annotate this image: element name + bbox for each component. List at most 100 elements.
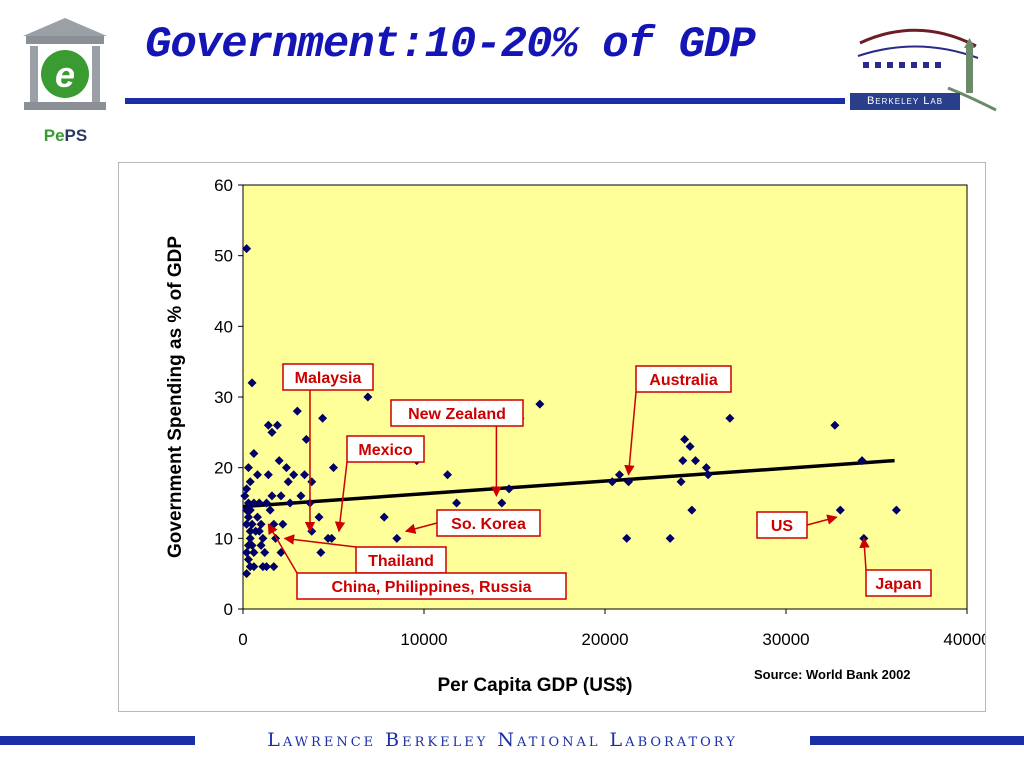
data-point bbox=[267, 427, 277, 437]
data-point bbox=[245, 505, 255, 515]
data-point bbox=[624, 477, 634, 487]
data-point bbox=[687, 505, 697, 515]
data-point bbox=[242, 519, 252, 529]
y-tick-label: 10 bbox=[214, 529, 233, 548]
data-point bbox=[252, 512, 262, 522]
x-axis-title: Per Capita GDP (US$) bbox=[438, 675, 633, 696]
data-point bbox=[262, 498, 272, 508]
annotation-label: Thailand bbox=[368, 553, 434, 570]
x-tick-label: 40000 bbox=[943, 630, 985, 649]
annotation-box bbox=[635, 365, 732, 393]
x-tick-label: 10000 bbox=[400, 630, 447, 649]
annotation-arrow bbox=[624, 391, 637, 476]
data-point bbox=[363, 392, 373, 402]
scatter-chart: 0 10 20 30 40 50 60 0 10000 20000 30000 40000 Per Ca… bbox=[165, 176, 985, 696]
annotation-box bbox=[282, 363, 374, 391]
source-note: Source: World Bank 2002 bbox=[754, 667, 911, 682]
data-point bbox=[392, 533, 402, 543]
footer-lab-name: Lawrence Berkeley National Laboratory bbox=[267, 729, 738, 751]
data-point bbox=[685, 441, 695, 451]
data-point bbox=[285, 498, 295, 508]
data-point bbox=[242, 547, 252, 557]
annotation-box bbox=[296, 572, 567, 600]
pepps-logo-text: PePS bbox=[43, 126, 88, 145]
data-point bbox=[249, 498, 259, 508]
slide-title: Government:10-20% of GDP bbox=[145, 20, 756, 70]
annotation-arrow bbox=[267, 523, 298, 574]
annotation-label: New Zealand bbox=[408, 406, 506, 423]
annotation-label: Australia bbox=[649, 372, 718, 389]
data-point bbox=[265, 505, 275, 515]
data-point bbox=[607, 477, 617, 487]
data-point bbox=[857, 456, 867, 466]
data-point bbox=[243, 512, 253, 522]
annotation-arrow bbox=[404, 522, 438, 534]
data-point bbox=[535, 399, 545, 409]
data-point bbox=[267, 491, 277, 501]
data-point bbox=[614, 470, 624, 480]
data-point bbox=[379, 512, 389, 522]
data-point bbox=[329, 463, 338, 473]
data-point bbox=[243, 498, 253, 508]
building-icon: e bbox=[23, 18, 107, 110]
plot-area bbox=[242, 184, 968, 610]
data-point bbox=[281, 463, 291, 473]
data-point bbox=[245, 533, 255, 543]
data-point bbox=[274, 456, 284, 466]
data-point bbox=[680, 434, 690, 444]
annotation-box bbox=[390, 399, 524, 427]
data-point bbox=[283, 477, 293, 487]
data-point bbox=[242, 244, 252, 254]
data-point bbox=[314, 512, 324, 522]
data-point bbox=[247, 519, 257, 529]
annotation-label: So. Korea bbox=[451, 516, 526, 533]
data-point bbox=[703, 470, 713, 480]
y-tick-label: 60 bbox=[214, 176, 233, 195]
data-point bbox=[497, 498, 507, 508]
data-point bbox=[256, 519, 266, 529]
data-point bbox=[301, 434, 311, 444]
data-point bbox=[292, 406, 302, 416]
data-point bbox=[258, 562, 268, 572]
data-point bbox=[276, 491, 286, 501]
annotation-box bbox=[756, 511, 808, 539]
data-point bbox=[249, 547, 259, 557]
data-point bbox=[278, 519, 288, 529]
data-point bbox=[725, 413, 735, 423]
data-point bbox=[243, 555, 253, 565]
data-point bbox=[243, 463, 253, 473]
pepps-logo: e PePS bbox=[18, 14, 113, 145]
data-point bbox=[258, 533, 268, 543]
y-tick-label: 0 bbox=[224, 600, 233, 619]
annotation-arrow bbox=[283, 534, 357, 548]
annotation-box bbox=[436, 509, 541, 537]
annotation-label: Malaysia bbox=[295, 370, 362, 387]
footer-bar-left bbox=[0, 736, 195, 745]
x-tick-label: 30000 bbox=[762, 630, 809, 649]
data-point bbox=[249, 562, 259, 572]
data-point bbox=[242, 569, 252, 579]
y-tick-label: 20 bbox=[214, 459, 233, 478]
annotation-label: Mexico bbox=[358, 442, 412, 459]
x-tick-label: 0 bbox=[238, 630, 247, 649]
data-point bbox=[443, 470, 453, 480]
data-point bbox=[678, 456, 688, 466]
data-point bbox=[300, 470, 310, 480]
x-tick-label: 20000 bbox=[581, 630, 628, 649]
data-point bbox=[245, 526, 255, 536]
data-point bbox=[835, 505, 845, 515]
data-point bbox=[252, 470, 262, 480]
data-point bbox=[276, 547, 286, 557]
annotation-label: Japan bbox=[875, 576, 921, 593]
footer-bar-right bbox=[810, 736, 1024, 745]
y-tick-label: 30 bbox=[214, 388, 233, 407]
annotation-label: China, Philippines, Russia bbox=[331, 579, 531, 596]
berkeley-lab-emblem-icon bbox=[850, 28, 997, 112]
annotation-arrow bbox=[806, 514, 838, 526]
y-tick-label: 40 bbox=[214, 317, 233, 336]
y-axis-title: Government Spending as % of GDP bbox=[165, 236, 186, 558]
data-point bbox=[452, 498, 462, 508]
trend-line bbox=[242, 458, 895, 509]
data-point bbox=[891, 505, 901, 515]
annotation-label: US bbox=[771, 518, 794, 535]
